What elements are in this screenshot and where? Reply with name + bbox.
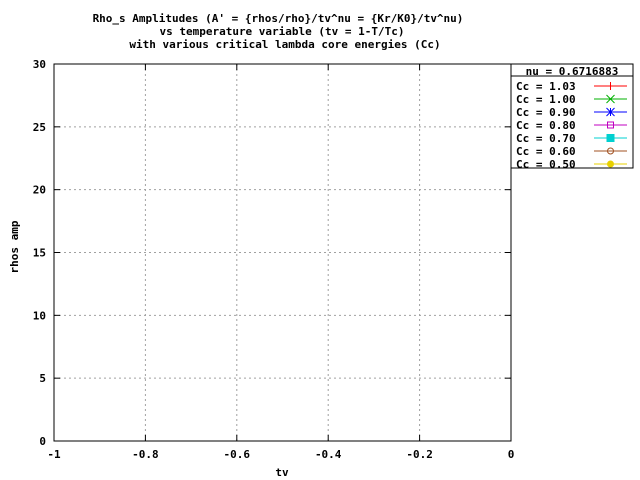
legend-label: Cc = 1.03 <box>516 80 576 93</box>
chart-title: Rho_s Amplitudes (A' = {rhos/rho}/tv^nu … <box>93 12 464 51</box>
grid <box>54 64 511 441</box>
legend-marker <box>606 134 615 142</box>
y-tick-label: 20 <box>33 184 46 197</box>
legend-item: Cc = 1.00 <box>516 93 627 106</box>
legend-item: Cc = 0.50 <box>516 158 627 171</box>
legend-title: nu = 0.6716883 <box>526 65 619 78</box>
legend-item: Cc = 0.70 <box>516 132 627 145</box>
x-tick-label: -0.4 <box>315 448 342 461</box>
chart-title-line-1: Rho_s Amplitudes (A' = {rhos/rho}/tv^nu … <box>93 12 464 25</box>
x-tick-label: -1 <box>47 448 61 461</box>
legend-marker <box>606 82 615 90</box>
axis-ticks <box>53 63 512 442</box>
legend-label: Cc = 0.90 <box>516 106 576 119</box>
legend-item: Cc = 0.60 <box>516 145 627 158</box>
legend-marker <box>607 121 614 129</box>
x-tick-label: -0.6 <box>224 448 251 461</box>
chart-title-line-3: with various critical lambda core energi… <box>129 38 440 51</box>
x-tick-label: 0 <box>508 448 515 461</box>
y-tick-label: 5 <box>39 372 46 385</box>
y-tick-label: 15 <box>33 247 46 260</box>
y-tick-label: 0 <box>39 435 46 448</box>
legend-label: Cc = 0.80 <box>516 119 576 132</box>
y-tick-label: 30 <box>33 58 46 71</box>
legend-marker <box>607 147 614 155</box>
x-tick-label: -0.2 <box>406 448 433 461</box>
chart-title-line-2: vs temperature variable (tv = 1-T/Tc) <box>159 25 404 38</box>
y-tick-label: 25 <box>33 121 46 134</box>
legend-marker <box>606 107 615 117</box>
x-axis-label: tv <box>275 466 289 479</box>
legend-marker <box>606 94 615 104</box>
x-tick-label: -0.8 <box>132 448 159 461</box>
legend-marker <box>607 160 614 168</box>
tick-labels: -1 -0.8 -0.6 -0.4 -0.2 0 0 5 10 15 20 25 30 <box>33 58 515 461</box>
plot-frame <box>53 63 512 442</box>
legend-item: Cc = 1.03 <box>516 80 627 93</box>
y-tick-label: 10 <box>33 309 46 322</box>
legend-label: Cc = 0.50 <box>516 158 576 171</box>
legend-label: Cc = 1.00 <box>516 93 576 106</box>
legend-label: Cc = 0.70 <box>516 132 576 145</box>
y-axis-label: rhos amp <box>8 220 21 273</box>
legend-item: Cc = 0.90 <box>516 106 627 119</box>
legend-item: Cc = 0.80 <box>516 119 627 132</box>
legend-label: Cc = 0.60 <box>516 145 576 158</box>
